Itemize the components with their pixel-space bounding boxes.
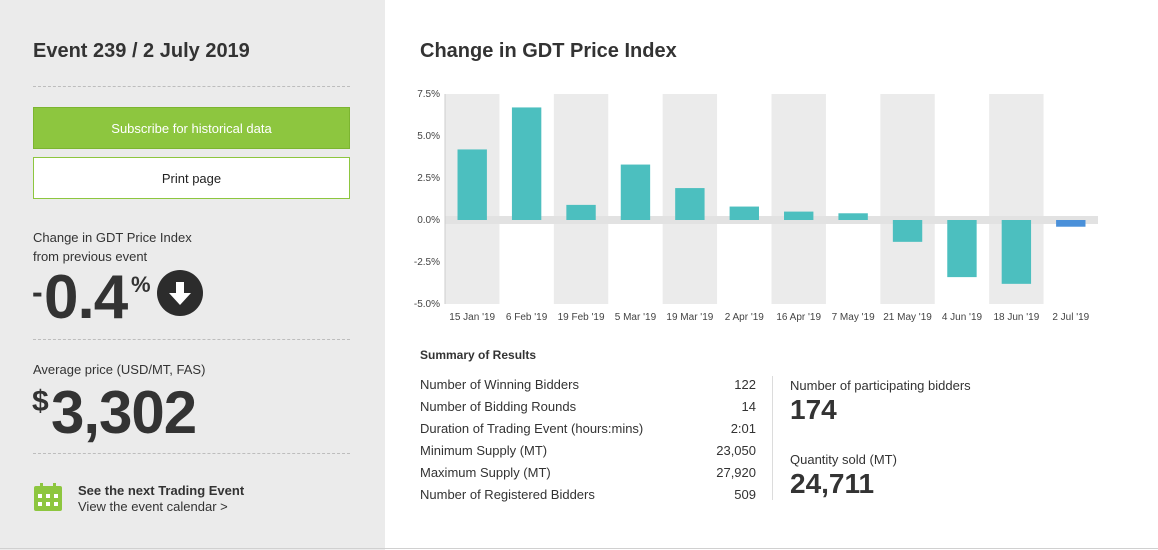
summary-title: Summary of Results [420,348,537,362]
summary-label: Number of Winning Bidders [420,377,579,392]
summary-value: 122 [734,377,756,392]
quantity-sold-value: 24,711 [790,468,875,499]
x-tick-label: 18 Jun '19 [993,312,1039,323]
bar [838,213,868,220]
summary-row: Number of Registered Bidders 509 [420,487,756,507]
summary-value: 27,920 [716,465,756,480]
change-label: Change in GDT Price Index from previous … [33,228,192,266]
x-tick-label: 2 Apr '19 [725,312,765,323]
bar [947,220,977,278]
x-tick-label: 7 May '19 [832,312,875,323]
summary-value: 509 [734,487,756,502]
y-tick-label: 2.5% [417,173,440,184]
summary-row: Maximum Supply (MT) 27,920 [420,465,756,485]
summary-value: 23,050 [716,443,756,458]
chart-band [880,94,935,304]
currency-sign: $ [32,385,49,418]
x-tick-label: 16 Apr '19 [776,312,821,323]
y-tick-label: 5.0% [417,131,440,142]
summary-label: Maximum Supply (MT) [420,465,551,480]
average-price-value: 3,302 [51,379,197,446]
quantity-sold-label: Quantity sold (MT) [790,452,897,467]
summary-value: 14 [741,399,756,414]
y-tick-label: 7.5% [417,89,440,100]
divider [33,339,350,340]
bar [729,206,759,220]
chart-title: Change in GDT Price Index [420,40,677,62]
bar [675,188,705,220]
change-sign: - [32,274,43,310]
summary-label: Minimum Supply (MT) [420,443,548,458]
bar [1056,220,1086,227]
event-title: Event 239 / 2 July 2019 [33,40,250,62]
bar [1001,220,1032,284]
participating-bidders-value: 174 [790,394,837,425]
next-event-title: See the next Trading Event [78,483,245,498]
event-calendar-link[interactable]: View the event calendar > [78,499,228,514]
x-tick-label: 19 Feb '19 [558,312,605,323]
zero-line [445,216,1098,224]
price-index-chart: 7.5% 5.0% 2.5% 0.0% -2.5% -5.0% 15 Jan '19 6 Fe… [414,89,1098,323]
change-value: 0.4 [44,263,128,332]
summary-row: Number of Winning Bidders 122 [420,377,756,397]
average-price-label: Average price (USD/MT, FAS) [33,362,206,377]
arrow-down-icon [157,270,203,316]
chart-band [771,94,826,304]
change-unit: % [131,272,151,297]
y-tick-label: -2.5% [414,257,440,268]
bar [457,149,487,220]
summary-label: Number of Bidding Rounds [420,399,577,414]
divider [33,453,350,454]
print-button[interactable]: Print page [33,157,350,199]
summary-row: Minimum Supply (MT) 23,050 [420,443,756,463]
change-label-line1: Change in GDT Price Index [33,230,192,245]
bar [892,220,923,242]
bar [511,107,542,220]
subscribe-button[interactable]: Subscribe for historical data [33,107,350,149]
chart-band [553,94,609,304]
change-label-line2: from previous event [33,249,148,264]
x-tick-label: 19 Mar '19 [666,312,713,323]
summary-value: 2:01 [730,421,756,436]
summary-row: Duration of Trading Event (hours:mins) 2:… [420,421,756,441]
x-tick-label: 2 Jul '19 [1052,312,1089,323]
summary-row: Number of Bidding Rounds 14 [420,399,756,419]
calendar-icon[interactable] [33,482,63,512]
x-tick-label: 21 May '19 [883,312,932,323]
divider [33,86,350,87]
summary-label: Duration of Trading Event (hours:mins) [420,421,644,436]
y-tick-label: 0.0% [417,215,440,226]
participating-bidders-label: Number of participating bidders [790,378,971,393]
divider [772,376,773,500]
summary-label: Number of Registered Bidders [420,487,595,502]
x-tick-label: 5 Mar '19 [615,312,657,323]
x-tick-label: 4 Jun '19 [942,312,983,323]
x-tick-label: 15 Jan '19 [449,312,495,323]
x-tick-label: 6 Feb '19 [506,312,548,323]
divider [0,548,1158,549]
bar [620,164,651,220]
bar [784,211,814,220]
bar [566,204,596,220]
y-tick-label: -5.0% [414,299,440,310]
